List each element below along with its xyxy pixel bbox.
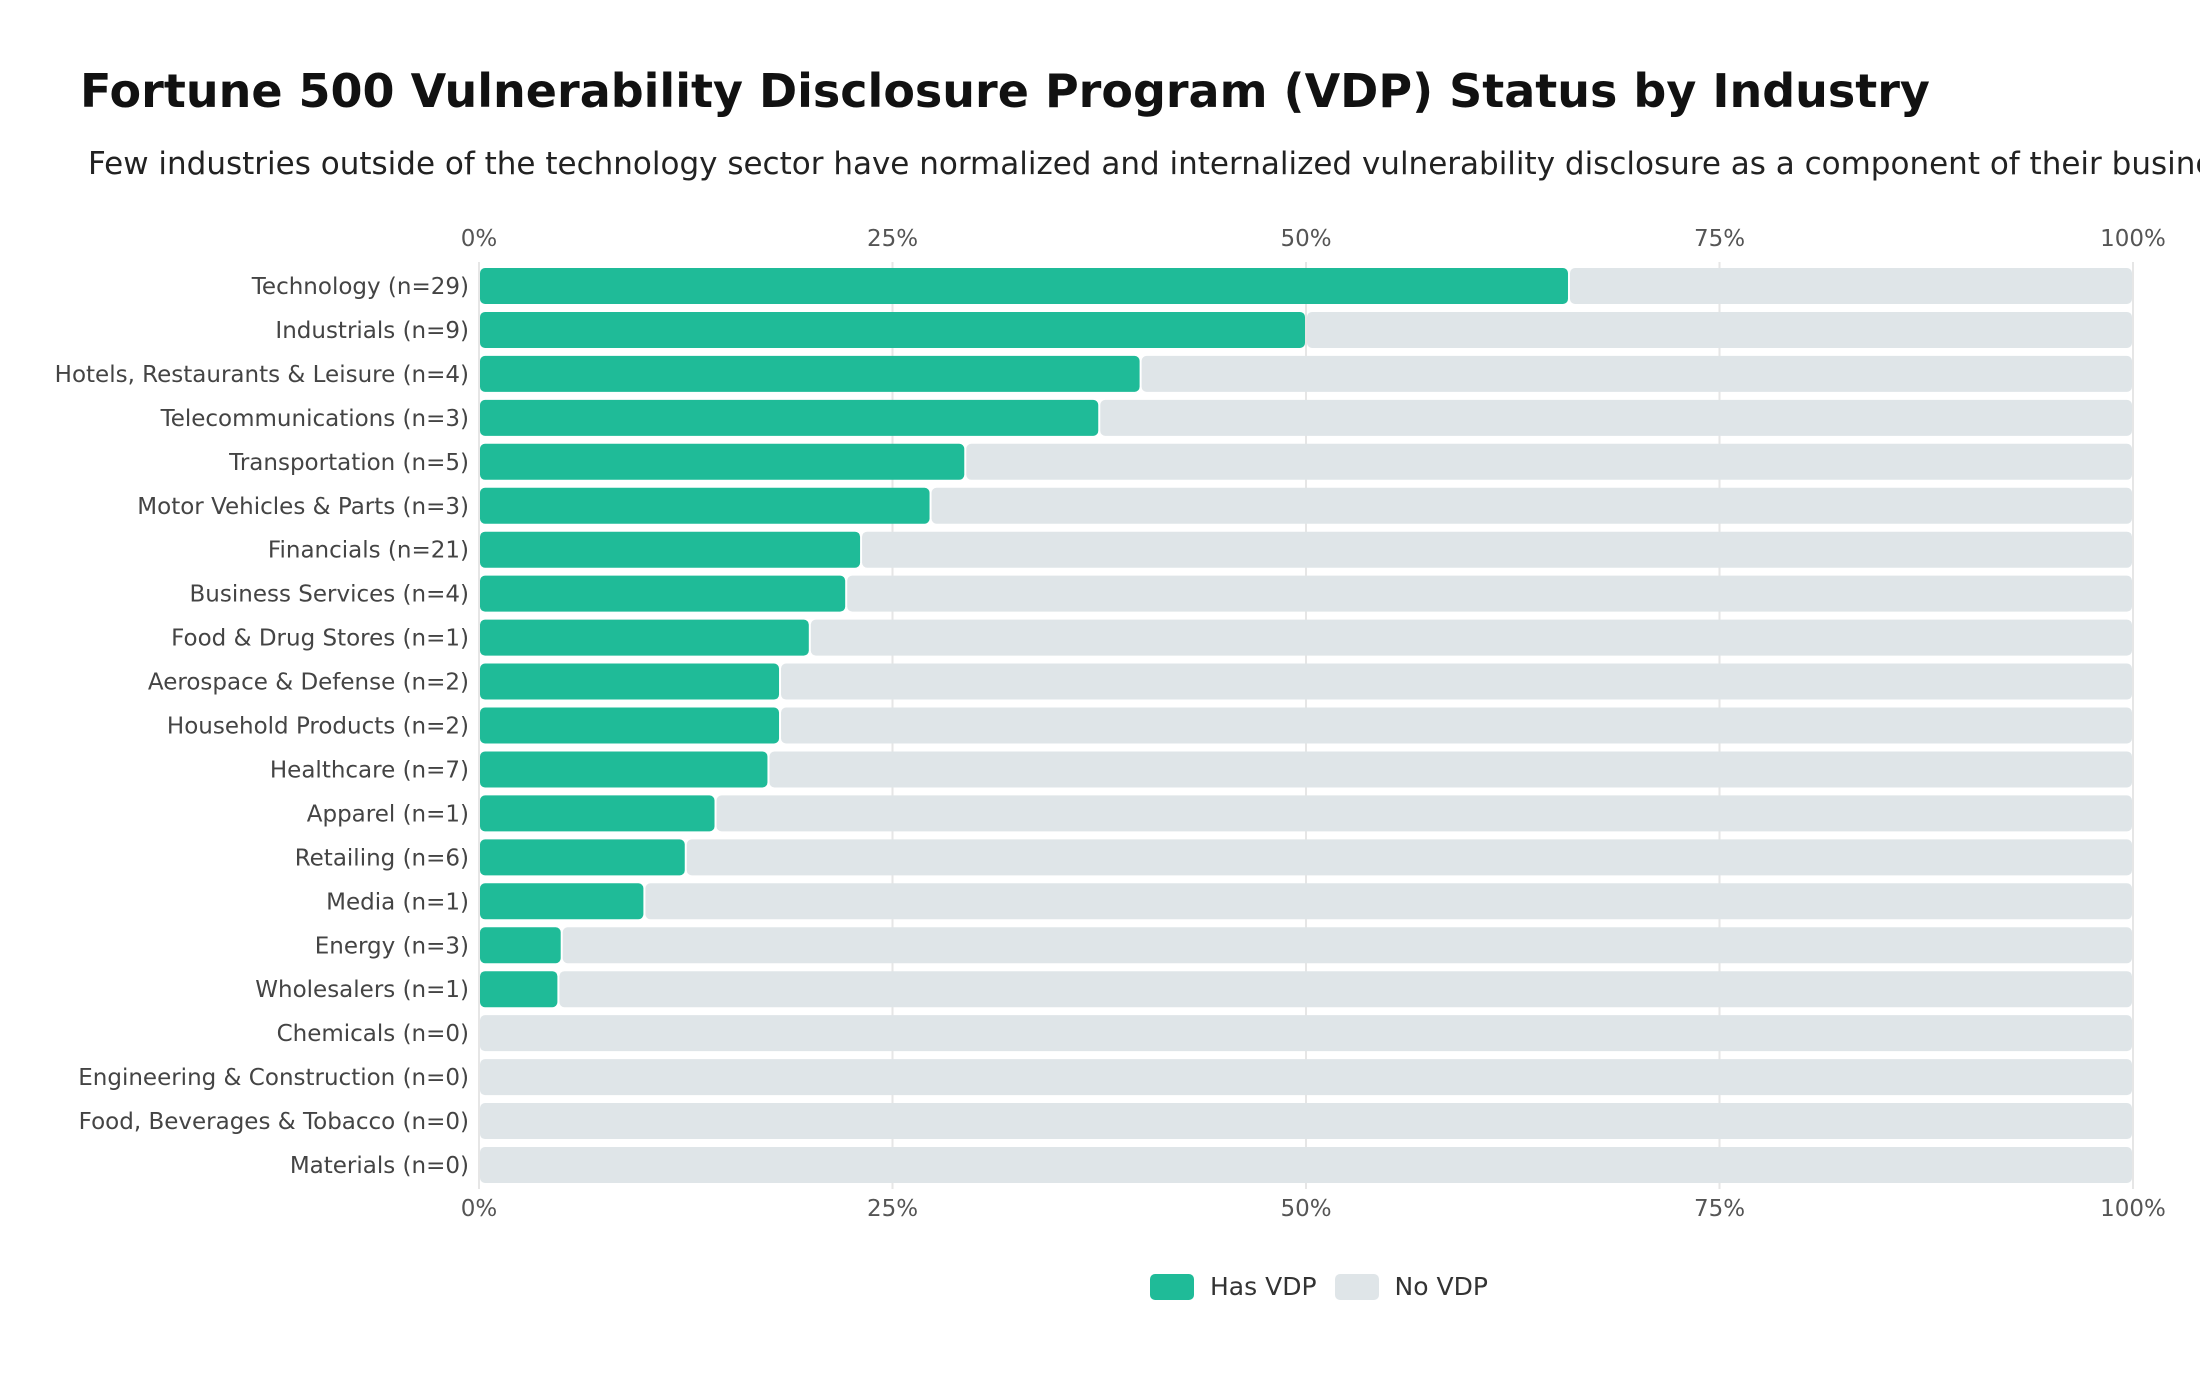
category-label-materials-n-0: Materials (n=0) [290, 1153, 469, 1179]
x-tick-label-top-2: 50% [1280, 226, 1331, 252]
bar-no-vdp-business-services-n-4 [847, 575, 2132, 612]
bar-no-vdp-aerospace-defense-n-2 [781, 663, 2132, 700]
category-label-apparel-n-1: Apparel (n=1) [307, 801, 469, 827]
bar-no-vdp-food-beverages-tobacco-n-0 [480, 1103, 2132, 1140]
legend-item-no-vdp: No VDP [1334, 1272, 1488, 1301]
category-label-technology-n-29: Technology (n=29) [251, 274, 469, 300]
category-label-business-services-n-4: Business Services (n=4) [190, 582, 469, 608]
bar-no-vdp-chemicals-n-0 [480, 1015, 2132, 1052]
category-label-wholesalers-n-1: Wholesalers (n=1) [255, 977, 469, 1003]
bar-no-vdp-materials-n-0 [480, 1147, 2132, 1183]
bar-has-vdp-healthcare-n-7 [480, 751, 768, 788]
category-label-financials-n-21: Financials (n=21) [268, 538, 469, 564]
category-label-food-beverages-tobacco-n-0: Food, Beverages & Tobacco (n=0) [79, 1109, 469, 1135]
bar-no-vdp-telecommunications-n-3 [1100, 399, 2132, 436]
category-label-engineering-construction-n-0: Engineering & Construction (n=0) [78, 1065, 469, 1091]
x-tick-label-bottom-0: 0% [461, 1196, 498, 1222]
category-label-industrials-n-9: Industrials (n=9) [275, 318, 469, 344]
bar-has-vdp-industrials-n-9 [480, 311, 1305, 348]
category-label-media-n-1: Media (n=1) [326, 889, 469, 915]
bar-no-vdp-household-products-n-2 [781, 707, 2132, 744]
bar-no-vdp-food-drug-stores-n-1 [810, 619, 2132, 656]
chart-subtitle: Few industries outside of the technology… [88, 146, 2200, 182]
category-label-energy-n-3: Energy (n=3) [315, 933, 469, 959]
legend-swatch-no-vdp [1334, 1273, 1379, 1300]
x-tick-label-bottom-4: 100% [2100, 1196, 2166, 1222]
legend-swatch-has-vdp [1150, 1273, 1194, 1300]
category-label-healthcare-n-7: Healthcare (n=7) [270, 757, 469, 783]
bar-has-vdp-energy-n-3 [480, 927, 561, 964]
category-label-household-products-n-2: Household Products (n=2) [167, 714, 469, 740]
x-tick-label-top-0: 0% [461, 226, 498, 252]
bar-has-vdp-apparel-n-1 [480, 795, 715, 832]
bar-has-vdp-aerospace-defense-n-2 [480, 663, 780, 700]
bar-has-vdp-technology-n-29 [480, 268, 1568, 304]
x-tick-label-bottom-3: 75% [1694, 1196, 1745, 1222]
legend-label-has-vdp: Has VDP [1210, 1272, 1317, 1301]
category-label-chemicals-n-0: Chemicals (n=0) [277, 1021, 469, 1047]
x-tick-label-top-1: 25% [867, 226, 918, 252]
legend-label-no-vdp: No VDP [1394, 1272, 1488, 1301]
bar-no-vdp-engineering-construction-n-0 [480, 1059, 2132, 1096]
category-label-aerospace-defense-n-2: Aerospace & Defense (n=2) [148, 670, 469, 696]
bar-has-vdp-retailing-n-6 [480, 839, 685, 876]
category-label-hotels-restaurants-leisure-n-4: Hotels, Restaurants & Leisure (n=4) [55, 362, 469, 388]
bar-no-vdp-technology-n-29 [1569, 268, 2132, 304]
bar-has-vdp-business-services-n-4 [480, 575, 846, 612]
legend-item-has-vdp: Has VDP [1150, 1272, 1317, 1301]
bar-has-vdp-wholesalers-n-1 [480, 971, 558, 1008]
bar-no-vdp-wholesalers-n-1 [559, 971, 2132, 1008]
category-label-food-drug-stores-n-1: Food & Drug Stores (n=1) [171, 626, 469, 652]
bar-has-vdp-food-drug-stores-n-1 [480, 619, 809, 656]
legend: Has VDP No VDP [1150, 1272, 1506, 1301]
bar-has-vdp-motor-vehicles-parts-n-3 [480, 487, 930, 524]
bar-no-vdp-motor-vehicles-parts-n-3 [931, 487, 2132, 524]
x-tick-label-top-3: 75% [1694, 226, 1745, 252]
category-label-retailing-n-6: Retailing (n=6) [295, 845, 469, 871]
chart-title: Fortune 500 Vulnerability Disclosure Pro… [80, 64, 1930, 118]
x-tick-label-bottom-1: 25% [867, 1196, 918, 1222]
bar-has-vdp-media-n-1 [480, 883, 644, 920]
x-tick-label-bottom-2: 50% [1280, 1196, 1331, 1222]
bar-no-vdp-apparel-n-1 [716, 795, 2132, 832]
bar-has-vdp-telecommunications-n-3 [480, 399, 1099, 436]
bar-no-vdp-transportation-n-5 [966, 443, 2132, 480]
category-label-telecommunications-n-3: Telecommunications (n=3) [160, 406, 469, 432]
bar-has-vdp-financials-n-21 [480, 531, 861, 568]
category-label-motor-vehicles-parts-n-3: Motor Vehicles & Parts (n=3) [137, 494, 469, 520]
x-tick-label-top-4: 100% [2100, 226, 2166, 252]
bar-no-vdp-media-n-1 [645, 883, 2132, 920]
bar-has-vdp-household-products-n-2 [480, 707, 780, 744]
bar-no-vdp-financials-n-21 [862, 531, 2132, 568]
bar-no-vdp-healthcare-n-7 [769, 751, 2133, 788]
bar-no-vdp-industrials-n-9 [1307, 311, 2132, 348]
bar-has-vdp-transportation-n-5 [480, 443, 965, 480]
bar-no-vdp-hotels-restaurants-leisure-n-4 [1141, 355, 2132, 392]
bar-no-vdp-energy-n-3 [562, 927, 2133, 964]
bar-has-vdp-hotels-restaurants-leisure-n-4 [480, 355, 1140, 392]
category-label-transportation-n-5: Transportation (n=5) [228, 450, 469, 476]
bar-no-vdp-retailing-n-6 [686, 839, 2132, 876]
